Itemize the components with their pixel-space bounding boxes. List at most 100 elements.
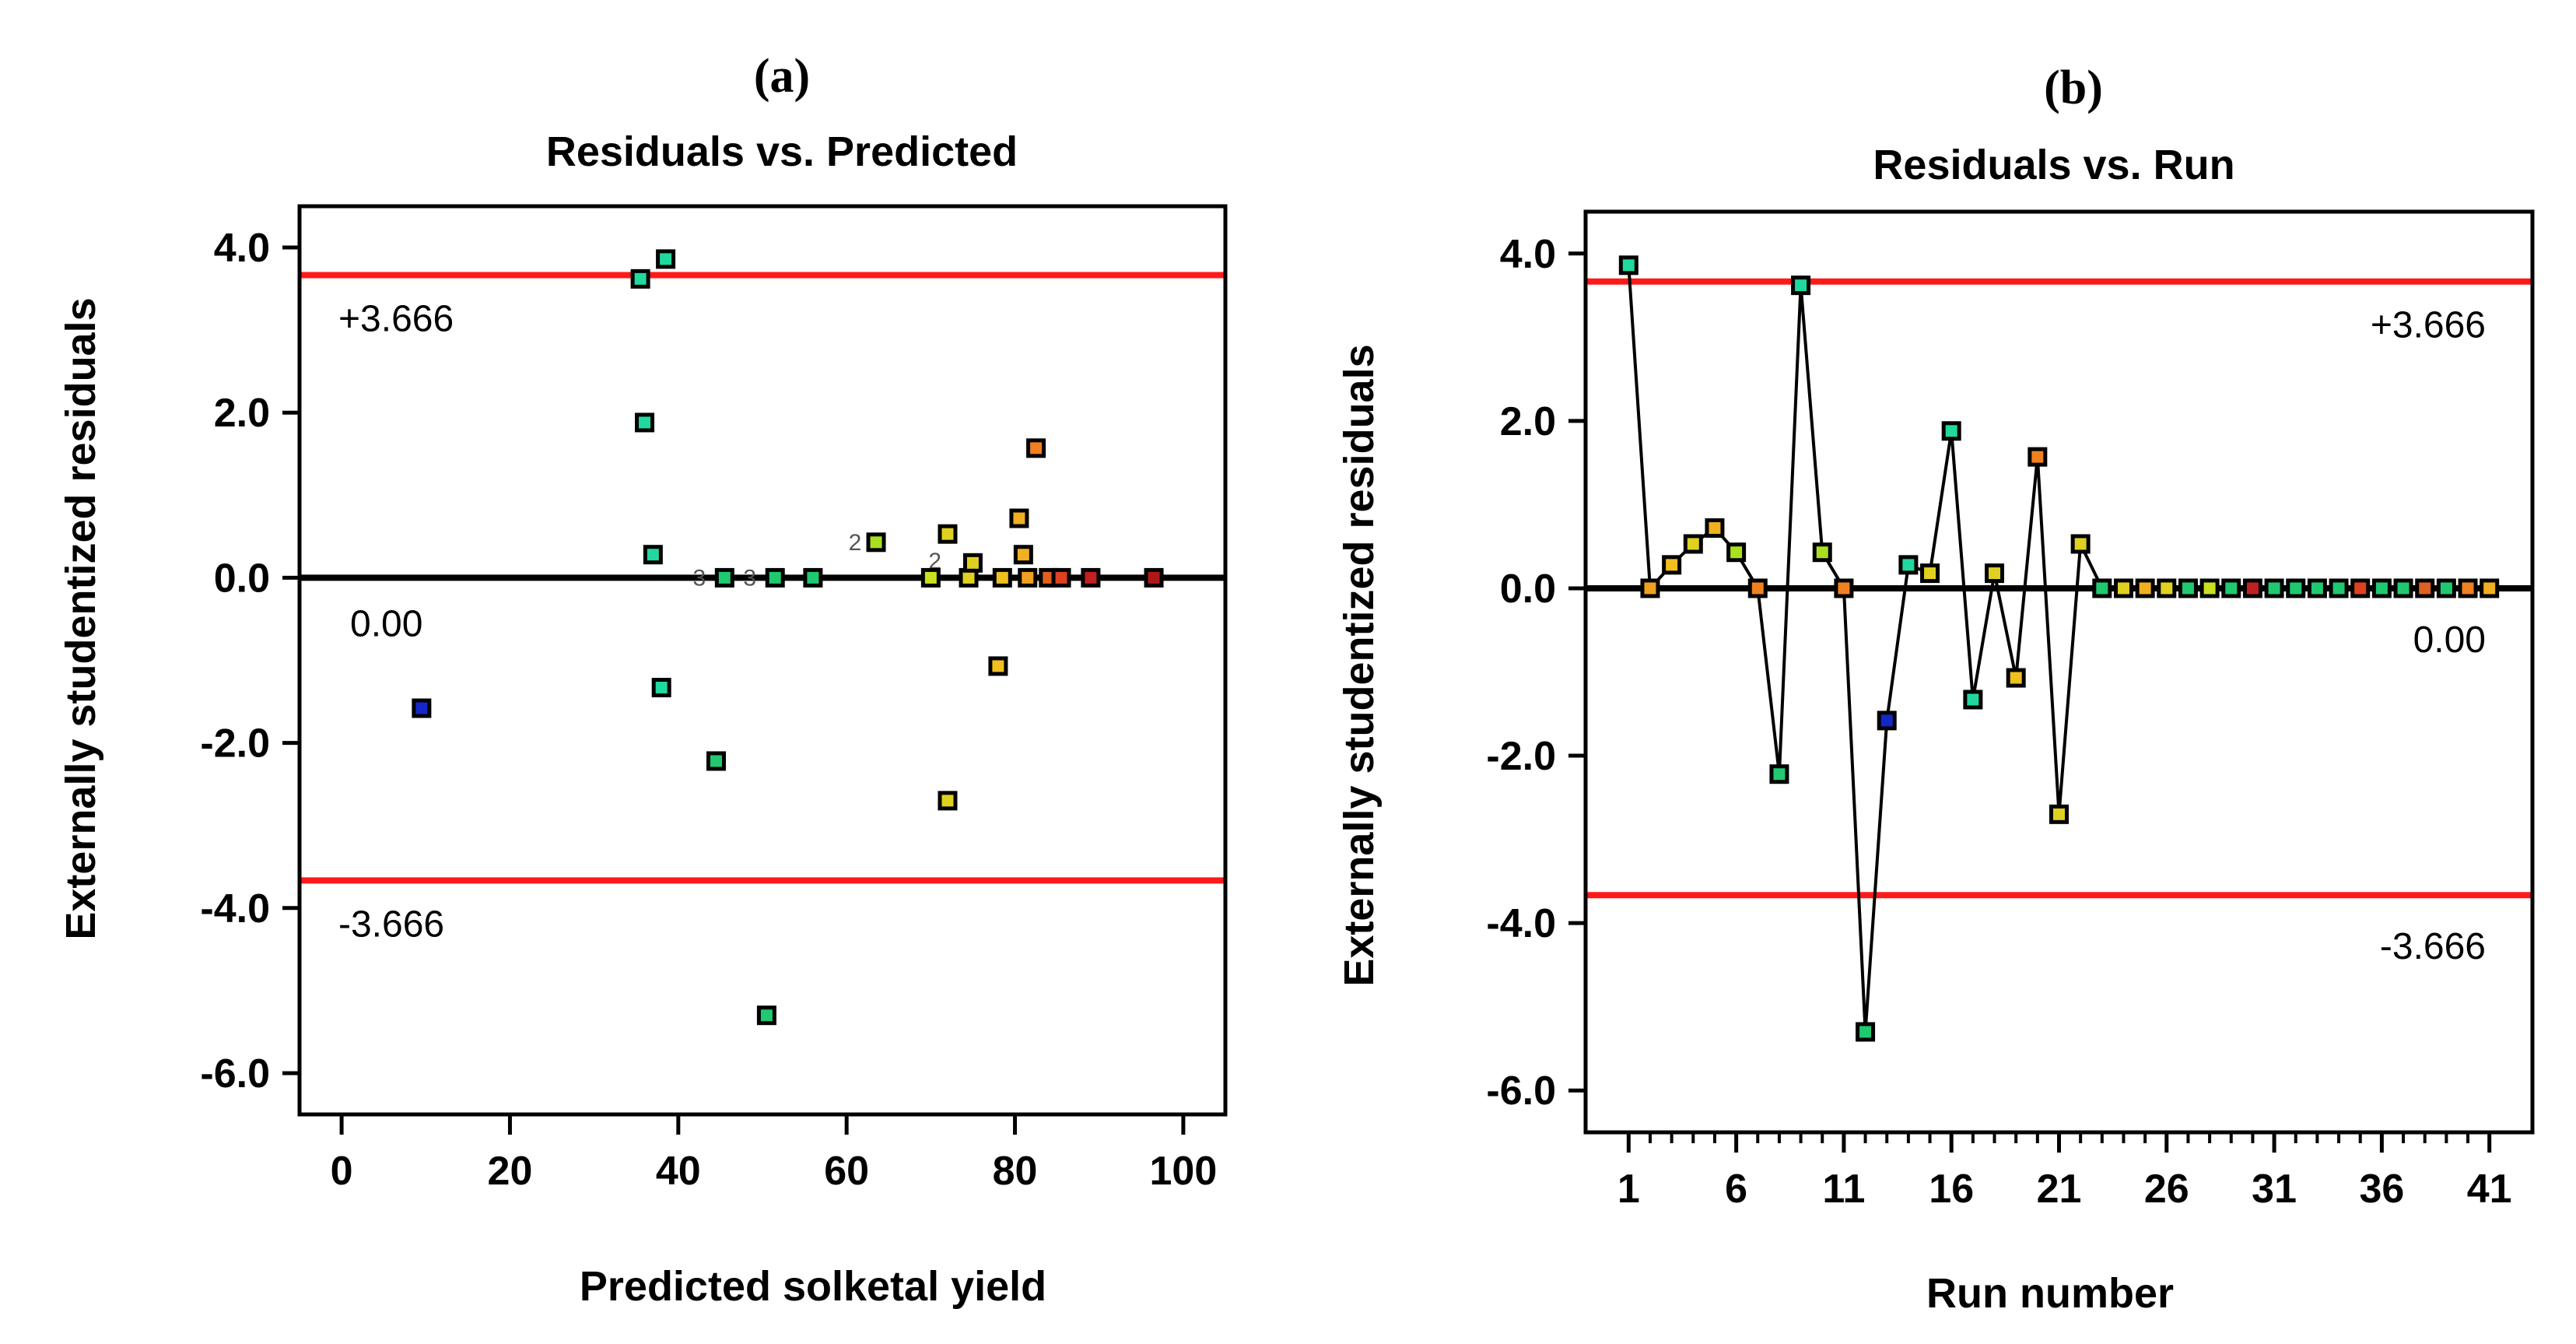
- x-tick-label: 31: [2252, 1167, 2297, 1212]
- scatter-point: [938, 791, 958, 811]
- x-tick-label: 36: [2359, 1167, 2404, 1212]
- y-tick-label: -2.0: [1486, 734, 1556, 779]
- run-point: [2350, 578, 2371, 598]
- scatter-point: [1144, 567, 1164, 588]
- run-point: [1662, 555, 1682, 575]
- scatter-point: [962, 553, 983, 573]
- x-tick-label: 100: [1150, 1149, 1218, 1194]
- x-tick-label: 20: [488, 1149, 533, 1194]
- scatter-point: [988, 656, 1008, 676]
- panel-a-lower-limit-label: -3.666: [338, 904, 444, 945]
- run-point: [1812, 542, 1832, 563]
- y-tick-label: -6.0: [200, 1051, 270, 1097]
- panel-a-xlabel: Predicted solketal yield: [580, 1263, 1046, 1310]
- y-tick-label: -2.0: [200, 721, 270, 767]
- panel-a: (a) Residuals vs. Predicted Externally s…: [58, 50, 1228, 1310]
- run-point: [2329, 578, 2349, 598]
- run-point: [2199, 578, 2220, 598]
- run-point: [1705, 518, 1725, 539]
- run-point: [1834, 578, 1854, 598]
- scatter-point: [938, 524, 958, 544]
- x-tick-label: 0: [331, 1149, 353, 1194]
- run-point: [2135, 578, 2155, 598]
- scatter-point: [1009, 508, 1029, 528]
- x-tick-label: 21: [2037, 1167, 2082, 1212]
- y-tick-label: 4.0: [1500, 232, 1556, 277]
- y-tick-label: 0.0: [1500, 567, 1556, 612]
- run-point: [1769, 764, 1789, 784]
- run-point: [2307, 578, 2327, 598]
- panel-a-title: Residuals vs. Predicted: [546, 128, 1018, 175]
- panel-a-points: [412, 249, 1164, 1026]
- x-tick-label: 60: [824, 1149, 869, 1194]
- run-point: [2178, 578, 2198, 598]
- run-point: [1985, 563, 2005, 584]
- run-point: [2436, 578, 2456, 598]
- panel-b-y-ticks: 4.0 2.0 0.0 -2.0 -4.0 -6.0: [1486, 232, 1586, 1114]
- scatter-point: [1018, 567, 1038, 588]
- y-tick-label: 0.0: [214, 556, 270, 601]
- panel-a-x-ticks: 0 20 40 60 80 100: [331, 1114, 1218, 1194]
- run-point: [2371, 578, 2392, 598]
- run-point: [1920, 563, 1940, 584]
- panel-a-upper-limit-label: +3.666: [338, 298, 454, 339]
- panel-a-y-ticks: 4.0 2.0 0.0 -2.0 -4.0 -6.0: [200, 226, 300, 1097]
- scatter-point: [756, 1005, 776, 1026]
- panel-b: (b) Residuals vs. Run Externally student…: [1336, 61, 2535, 1317]
- panel-b-lower-limit-label: -3.666: [2380, 926, 2486, 967]
- panel-a-ylabel: Externally studentized residuals: [58, 297, 104, 939]
- x-tick-label: 11: [1822, 1167, 1865, 1212]
- run-point: [1683, 534, 1703, 554]
- run-point: [2006, 668, 2026, 688]
- scatter-point: [765, 567, 785, 588]
- scatter-point: [412, 698, 432, 718]
- x-tick-label: 16: [1929, 1167, 1974, 1212]
- run-point: [1791, 275, 1811, 296]
- x-tick-label: 41: [2467, 1167, 2512, 1212]
- point-count-annotation: 2: [849, 530, 862, 556]
- run-point: [2092, 578, 2112, 598]
- scatter-point: [992, 567, 1012, 588]
- panel-b-title: Residuals vs. Run: [1873, 142, 2234, 188]
- scatter-point: [706, 751, 726, 771]
- run-point: [1963, 690, 1983, 710]
- x-tick-label: 26: [2144, 1167, 2189, 1212]
- run-point: [1618, 255, 1638, 275]
- scatter-point: [1026, 438, 1046, 458]
- run-point: [2393, 578, 2413, 598]
- panel-a-label: (a): [754, 50, 810, 103]
- panel-b-x-ticks: 1 6 11 16 21 26 31 36 41: [1617, 1132, 2512, 1212]
- run-point: [2049, 804, 2069, 824]
- run-point: [2070, 534, 2091, 554]
- scatter-point: [651, 678, 671, 698]
- y-tick-label: -4.0: [200, 886, 270, 932]
- run-point: [2221, 578, 2241, 598]
- panel-b-center-label: 0.00: [2413, 619, 2486, 661]
- panel-b-points: [1618, 255, 2500, 1042]
- y-tick-label: 2.0: [214, 391, 270, 436]
- panel-b-xlabel: Run number: [1926, 1270, 2174, 1317]
- y-tick-label: 4.0: [214, 226, 270, 271]
- run-point: [2415, 578, 2435, 598]
- run-point: [1726, 542, 1747, 563]
- panel-b-upper-limit-label: +3.666: [2371, 305, 2486, 346]
- y-tick-label: -4.0: [1486, 901, 1556, 946]
- y-tick-label: -6.0: [1486, 1069, 1556, 1114]
- scatter-point: [656, 249, 676, 269]
- point-count-annotation: 3: [693, 565, 706, 591]
- run-point: [2480, 578, 2500, 598]
- run-point: [2028, 447, 2048, 467]
- panel-b-label: (b): [2044, 61, 2103, 114]
- run-point: [2242, 578, 2262, 598]
- scatter-point: [803, 567, 823, 588]
- scatter-point: [1051, 567, 1071, 588]
- x-tick-label: 40: [656, 1149, 701, 1194]
- panel-b-ylabel: Externally studentized residuals: [1336, 344, 1383, 986]
- run-point: [1941, 421, 1961, 441]
- x-tick-label: 6: [1725, 1167, 1747, 1212]
- panel-a-center-label: 0.00: [350, 603, 422, 644]
- x-tick-label: 80: [993, 1149, 1038, 1194]
- scatter-point: [643, 545, 663, 565]
- scatter-point: [866, 532, 886, 553]
